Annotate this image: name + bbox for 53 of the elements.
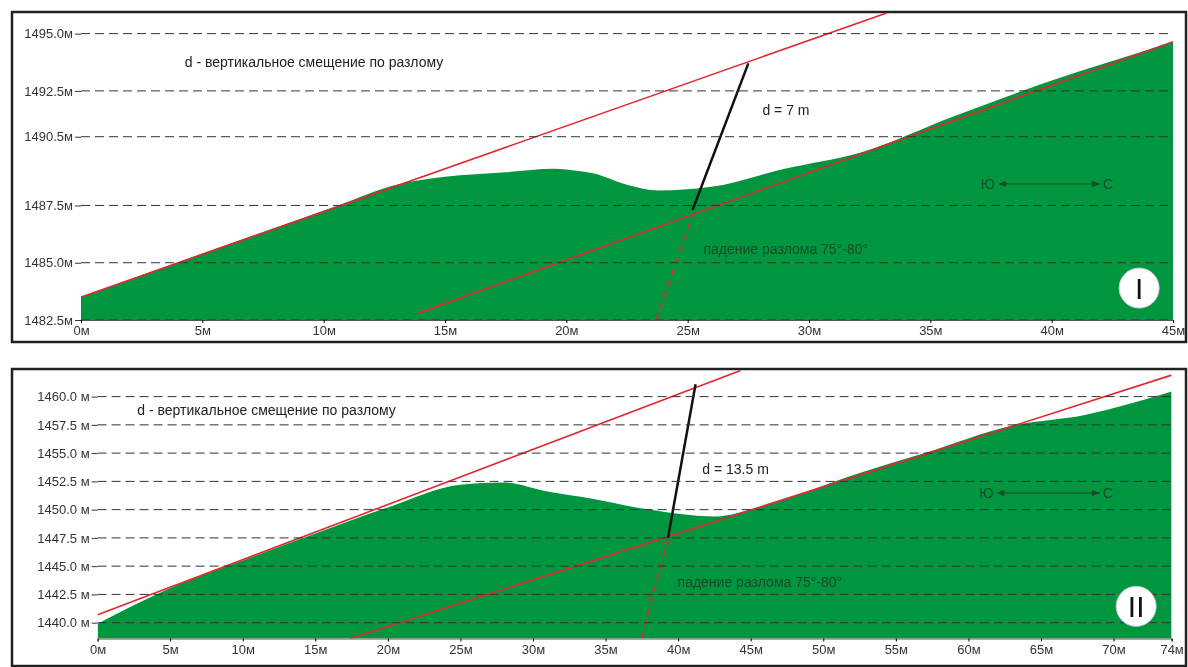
x-tick-label: 5м bbox=[194, 323, 211, 339]
y-tick-label: 1492.5м bbox=[24, 83, 74, 99]
y-tick-label: 1440.0 м bbox=[37, 615, 90, 631]
y-tick-label: 1482.5м bbox=[24, 312, 74, 328]
x-tick-label: 70м bbox=[1102, 641, 1126, 657]
x-tick-label: 30м bbox=[521, 641, 546, 657]
y-tick-label: 1485.0м bbox=[24, 255, 74, 271]
annotation: падение разлома 75°-80° bbox=[677, 574, 843, 591]
x-tick-label: 65м bbox=[1029, 641, 1054, 657]
x-tick-label: 0м bbox=[73, 323, 90, 339]
x-tick-label: 35м bbox=[594, 641, 618, 657]
x-tick-label: 20м bbox=[555, 323, 579, 339]
y-tick-label: 1495.0м bbox=[24, 26, 74, 42]
y-tick-label: 1450.0 м bbox=[37, 502, 90, 518]
annotation: d = 13.5 m bbox=[702, 460, 769, 477]
x-tick-label: 25м bbox=[676, 323, 700, 339]
annotation: d = 7 m bbox=[762, 101, 810, 118]
x-tick-label: 10м bbox=[231, 641, 255, 657]
x-tick-label: 35м bbox=[919, 323, 943, 339]
y-tick-label: 1487.5м bbox=[24, 198, 74, 214]
annotation: II bbox=[1127, 589, 1145, 623]
y-tick-label: 1490.5м bbox=[24, 129, 74, 145]
annotation: Ю bbox=[979, 484, 994, 501]
annotation: С bbox=[1102, 484, 1113, 501]
x-tick-label: 40м bbox=[666, 641, 691, 657]
y-tick-label: 1442.5 м bbox=[37, 587, 90, 603]
x-tick-label: 60м bbox=[957, 641, 981, 657]
annotation: Ю bbox=[980, 175, 995, 192]
x-tick-label: 0м bbox=[90, 641, 107, 657]
annotation: d - вертикальное смещение по разлому bbox=[137, 401, 396, 418]
y-tick-label: 1447.5 м bbox=[37, 530, 90, 546]
x-tick-label: 50м bbox=[812, 641, 836, 657]
annotation: I bbox=[1134, 271, 1144, 305]
y-tick-label: 1457.5 м bbox=[37, 417, 90, 433]
annotation: С bbox=[1103, 175, 1114, 192]
x-tick-label: 10м bbox=[312, 323, 336, 339]
x-tick-label: 5м bbox=[162, 641, 179, 657]
x-tick-label: 30м bbox=[797, 323, 822, 339]
x-tick-label: 45м bbox=[1161, 323, 1186, 339]
y-tick-label: 1460.0 м bbox=[37, 389, 90, 405]
x-tick-label: 15м bbox=[304, 641, 328, 657]
x-tick-label: 20м bbox=[376, 641, 401, 657]
annotation: d - вертикальное смещение по разлому bbox=[184, 54, 444, 71]
y-tick-label: 1452.5 м bbox=[37, 474, 90, 490]
y-tick-label: 1445.0 м bbox=[37, 558, 90, 574]
x-tick-label: 74м bbox=[1160, 641, 1184, 657]
annotation: падение разлома 75°-80° bbox=[703, 241, 869, 258]
x-tick-label: 40м bbox=[1040, 323, 1064, 339]
x-tick-label: 25м bbox=[449, 641, 473, 657]
y-tick-label: 1455.0 м bbox=[37, 445, 90, 461]
x-tick-label: 45м bbox=[739, 641, 763, 657]
x-tick-label: 55м bbox=[884, 641, 909, 657]
x-tick-label: 15м bbox=[433, 323, 458, 339]
